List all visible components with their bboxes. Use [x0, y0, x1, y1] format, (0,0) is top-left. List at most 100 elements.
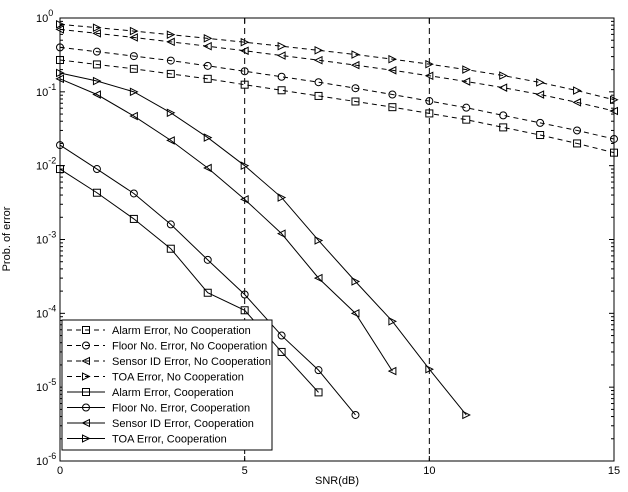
legend-entry: Alarm Error, Cooperation: [67, 387, 234, 399]
data-point: [314, 388, 323, 397]
y-tick-label: 10-4: [36, 303, 56, 320]
data-point: [573, 86, 582, 95]
y-tick-label: 10-6: [36, 451, 56, 468]
data-point: [129, 26, 139, 36]
data-point: [203, 255, 212, 264]
data-point: [536, 118, 545, 127]
data-point: [350, 60, 360, 70]
data-point: [313, 273, 323, 283]
x-tick-label: 10: [423, 465, 435, 477]
data-point: [462, 103, 471, 112]
legend-entry: Alarm Error, No Cooperation: [67, 325, 251, 337]
legend-label: Floor No. Error, No Cooperation: [112, 341, 267, 353]
legend-entry: TOA Error, Cooperation: [67, 434, 227, 446]
series-line: [59, 168, 319, 393]
data-point: [240, 290, 249, 299]
data-point: [425, 97, 434, 106]
data-point: [92, 60, 101, 69]
data-point: [166, 244, 175, 253]
data-point: [92, 188, 101, 197]
data-point: [129, 64, 138, 73]
data-point: [314, 46, 324, 55]
data-point: [461, 77, 471, 86]
data-point: [203, 133, 213, 142]
y-tick-label: 10-5: [36, 377, 56, 394]
data-point: [92, 90, 101, 99]
data-point: [351, 84, 360, 93]
data-point: [535, 90, 545, 99]
data-point: [277, 72, 286, 81]
y-tick-label: 10-1: [36, 82, 56, 99]
legend-label: TOA Error, Cooperation: [112, 434, 227, 446]
data-point: [314, 236, 324, 245]
data-point: [92, 165, 101, 174]
data-point: [277, 86, 286, 95]
data-point: [203, 163, 212, 173]
data-point: [276, 51, 286, 60]
data-point: [166, 30, 176, 39]
legend-label: Sensor ID Error, Cooperation: [112, 418, 254, 430]
series: [56, 43, 618, 143]
data-point: [387, 65, 397, 75]
data-point: [166, 37, 175, 47]
y-tick-label: 10-2: [36, 156, 56, 173]
data-point: [81, 356, 90, 366]
data-point: [203, 34, 213, 43]
data-point: [424, 71, 434, 81]
data-point: [203, 288, 212, 297]
data-point: [499, 123, 508, 132]
data-point: [240, 195, 249, 204]
data-point: [388, 316, 398, 326]
series-line: [59, 23, 615, 101]
legend: Alarm Error, No Cooperation Floor No. Err…: [61, 319, 273, 451]
data-point: [573, 126, 582, 135]
data-point: [203, 41, 212, 51]
data-point: [388, 54, 398, 64]
series: [55, 74, 397, 376]
legend-label: Sensor ID Error, No Cooperation: [112, 356, 271, 368]
series-line: [59, 28, 615, 112]
data-point: [499, 111, 508, 120]
data-point: [277, 331, 286, 340]
series: [56, 55, 618, 157]
data-point: [240, 37, 250, 47]
reference-lines: [244, 18, 430, 461]
data-point: [387, 366, 397, 376]
legend-entry: Floor No. Error, No Cooperation: [67, 341, 267, 353]
data-point: [314, 91, 323, 100]
data-point: [82, 372, 91, 381]
data-point: [425, 59, 434, 69]
series: [56, 68, 471, 420]
data-point: [351, 97, 360, 106]
legend-label: Alarm Error, No Cooperation: [112, 325, 251, 337]
legend-label: TOA Error, No Cooperation: [112, 372, 244, 384]
data-point: [82, 388, 90, 396]
series-line: [59, 78, 393, 372]
legend-entry: Sensor ID Error, Cooperation: [67, 418, 254, 430]
data-point: [240, 80, 249, 89]
series-line: [59, 59, 615, 154]
data-point: [536, 78, 545, 87]
data-point: [203, 61, 212, 70]
data-point: [166, 136, 175, 145]
data-point: [277, 41, 287, 51]
data-point: [498, 83, 508, 92]
series-line: [59, 72, 467, 416]
data-point: [240, 46, 249, 56]
data-point: [203, 74, 212, 83]
data-point: [129, 111, 138, 121]
data-point: [388, 90, 397, 99]
data-point: [462, 410, 471, 420]
legend-entry: TOA Error, No Cooperation: [67, 372, 244, 384]
data-point: [129, 52, 138, 61]
legend-entry: Sensor ID Error, No Cooperation: [67, 356, 271, 368]
legend-box: [61, 319, 273, 451]
data-point: [82, 434, 91, 443]
data-point: [277, 347, 286, 356]
x-tick-label: 15: [608, 465, 620, 477]
data-point: [166, 69, 175, 78]
data-point: [166, 220, 175, 229]
series-line: [59, 46, 615, 140]
y-axis-label: Prob. of error: [1, 206, 13, 271]
data-point: [240, 161, 250, 170]
